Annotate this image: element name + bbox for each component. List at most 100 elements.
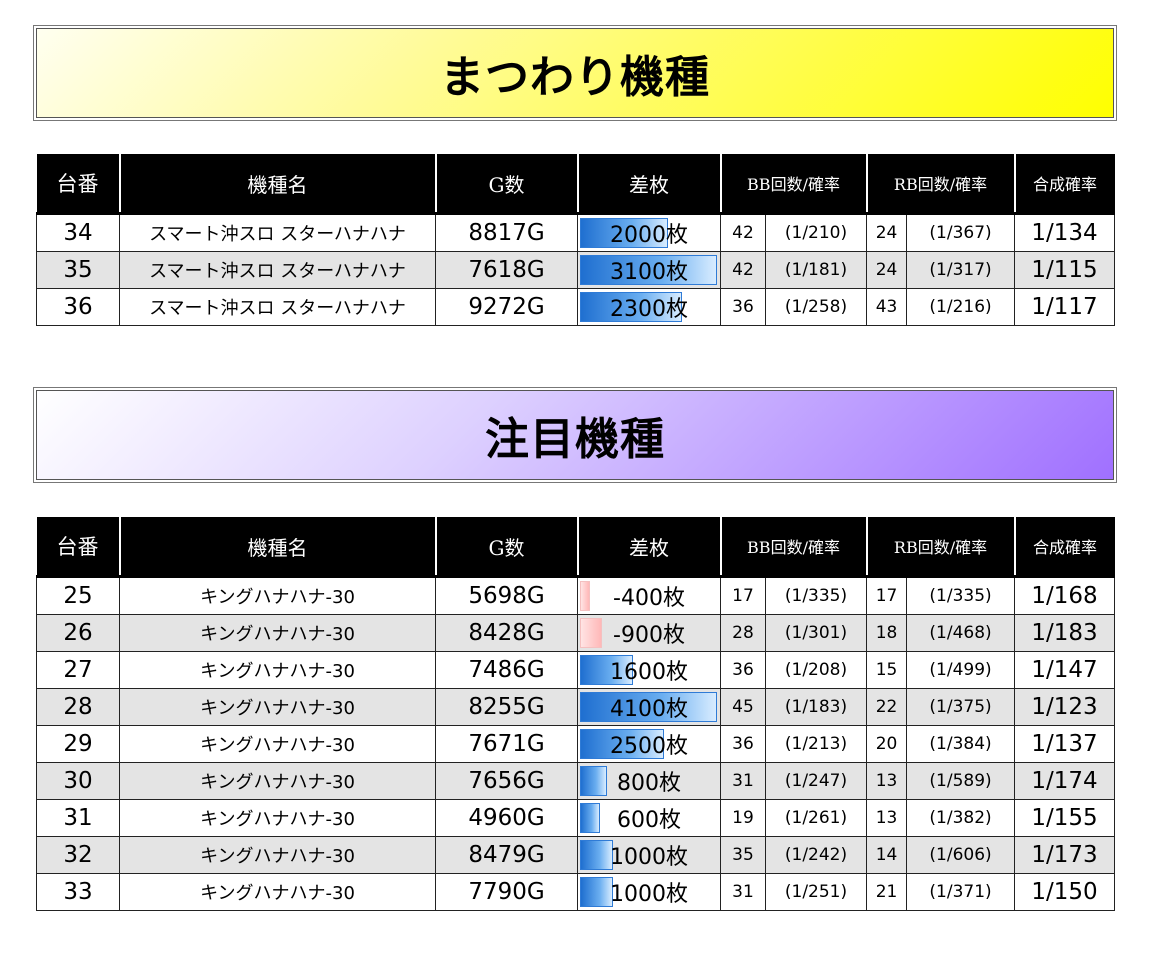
bb-count: 31 — [720, 873, 766, 911]
total-rate: 1/173 — [1014, 836, 1116, 874]
diff-cell: 1000枚 — [577, 873, 721, 911]
diff-value: 1000枚 — [610, 882, 688, 907]
bb-rate: (1/183) — [764, 688, 868, 726]
bb-count: 31 — [720, 762, 766, 800]
game-count: 8479G — [435, 836, 578, 874]
section2-title: 注目機種 — [485, 414, 665, 465]
game-count: 9272G — [435, 288, 578, 326]
bb-rate: (1/213) — [764, 725, 868, 763]
diff-bar — [580, 581, 590, 611]
header-total: 合成確率 — [1013, 517, 1115, 577]
diff-value: 1600枚 — [610, 660, 688, 685]
machine-name: キングハナハナ-30 — [119, 799, 436, 837]
machine-number: 33 — [36, 873, 120, 911]
rb-rate: (1/382) — [906, 799, 1016, 837]
diff-value: 800枚 — [617, 771, 681, 796]
diff-cell: 2300枚 — [577, 288, 721, 326]
rb-rate: (1/216) — [906, 288, 1016, 326]
machine-number: 29 — [36, 725, 120, 763]
game-count: 8817G — [435, 212, 578, 252]
diff-cell: 2000枚 — [577, 212, 721, 252]
rb-count: 14 — [866, 836, 908, 874]
diff-value: 2500枚 — [610, 734, 688, 759]
header-games: G数 — [434, 517, 578, 577]
header-no: 台番 — [36, 517, 120, 577]
table-row: 36 スマート沖スロ スターハナハナ 9272G 2300枚 36 (1/258) 43 (1… — [36, 288, 1116, 326]
total-rate: 1/155 — [1014, 799, 1116, 837]
total-rate: 1/147 — [1014, 651, 1116, 689]
game-count: 4960G — [435, 799, 578, 837]
machine-name: スマート沖スロ スターハナハナ — [119, 212, 436, 252]
bb-rate: (1/258) — [764, 288, 868, 326]
total-rate: 1/137 — [1014, 725, 1116, 763]
rb-count: 15 — [866, 651, 908, 689]
machine-name: キングハナハナ-30 — [119, 651, 436, 689]
diff-bar — [580, 729, 664, 759]
rb-rate: (1/384) — [906, 725, 1016, 763]
diff-bar — [580, 803, 600, 833]
game-count: 7486G — [435, 651, 578, 689]
bb-count: 36 — [720, 651, 766, 689]
rb-count: 13 — [866, 799, 908, 837]
bb-count: 42 — [720, 251, 766, 289]
diff-bar — [580, 292, 682, 322]
bb-rate: (1/247) — [764, 762, 868, 800]
total-rate: 1/123 — [1014, 688, 1116, 726]
diff-value: -900枚 — [613, 623, 685, 648]
machine-name: キングハナハナ-30 — [119, 575, 436, 615]
header-rb: RB回数/確率 — [865, 517, 1015, 577]
rb-count: 21 — [866, 873, 908, 911]
diff-value: -400枚 — [613, 586, 685, 611]
table-header-row: 台番 機種名 G数 差枚 BB回数/確率 RB回数/確率 合成確率 — [36, 517, 1115, 577]
table-row: 25 キングハナハナ-30 5698G -400枚 17 (1/335) 17 (1/335)… — [36, 575, 1116, 615]
diff-bar — [580, 218, 668, 248]
total-rate: 1/134 — [1014, 212, 1116, 252]
header-no: 台番 — [36, 154, 120, 214]
header-diff: 差枚 — [576, 517, 721, 577]
machine-name: キングハナハナ-30 — [119, 614, 436, 652]
game-count: 7656G — [435, 762, 578, 800]
diff-cell: 800枚 — [577, 762, 721, 800]
bb-count: 19 — [720, 799, 766, 837]
section1-table: 台番 機種名 G数 差枚 BB回数/確率 RB回数/確率 合成確率 34 スマート… — [36, 154, 1116, 326]
game-count: 5698G — [435, 575, 578, 615]
diff-value: 600枚 — [617, 808, 681, 833]
table-row: 29 キングハナハナ-30 7671G 2500枚 36 (1/213) 20 (1/384)… — [36, 725, 1116, 763]
diff-value: 1000枚 — [610, 845, 688, 870]
machine-number: 25 — [36, 575, 120, 615]
total-rate: 1/150 — [1014, 873, 1116, 911]
section2-banner: 注目機種 — [33, 387, 1117, 483]
table-row: 28 キングハナハナ-30 8255G 4100枚 45 (1/183) 22 (1/375)… — [36, 688, 1116, 726]
machine-name: キングハナハナ-30 — [119, 873, 436, 911]
diff-cell: -900枚 — [577, 614, 721, 652]
diff-value: 4100枚 — [610, 697, 688, 722]
game-count: 8255G — [435, 688, 578, 726]
bb-rate: (1/301) — [764, 614, 868, 652]
bb-count: 42 — [720, 212, 766, 252]
section2-table: 台番 機種名 G数 差枚 BB回数/確率 RB回数/確率 合成確率 25 キングハ… — [36, 517, 1116, 911]
bb-count: 45 — [720, 688, 766, 726]
diff-bar — [580, 877, 613, 907]
diff-value: 2300枚 — [610, 297, 688, 322]
header-name: 機種名 — [118, 154, 436, 214]
bb-rate: (1/251) — [764, 873, 868, 911]
rb-count: 43 — [866, 288, 908, 326]
header-diff: 差枚 — [576, 154, 721, 214]
machine-number: 34 — [36, 212, 120, 252]
rb-rate: (1/335) — [906, 575, 1016, 615]
machine-number: 27 — [36, 651, 120, 689]
rb-rate: (1/375) — [906, 688, 1016, 726]
bb-count: 28 — [720, 614, 766, 652]
diff-cell: 1000枚 — [577, 836, 721, 874]
rb-count: 18 — [866, 614, 908, 652]
game-count: 7618G — [435, 251, 578, 289]
table-header-row: 台番 機種名 G数 差枚 BB回数/確率 RB回数/確率 合成確率 — [36, 154, 1115, 214]
diff-bar — [580, 692, 717, 722]
section1-title: まつわり機種 — [440, 52, 710, 103]
machine-number: 28 — [36, 688, 120, 726]
total-rate: 1/183 — [1014, 614, 1116, 652]
diff-cell: -400枚 — [577, 575, 721, 615]
total-rate: 1/115 — [1014, 251, 1116, 289]
machine-number: 36 — [36, 288, 120, 326]
machine-name: キングハナハナ-30 — [119, 725, 436, 763]
